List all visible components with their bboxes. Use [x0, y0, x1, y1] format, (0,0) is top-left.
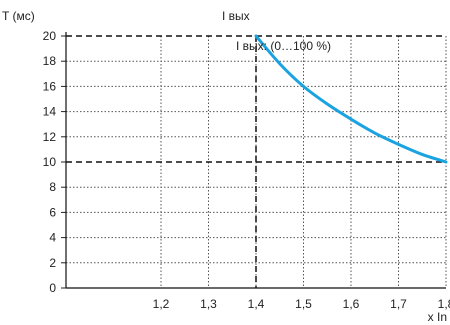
- y-tick-label: 4: [49, 231, 56, 245]
- y-tick-label: 8: [49, 180, 56, 194]
- series-line: [254, 34, 448, 164]
- series-layer: [254, 34, 448, 164]
- x-tick-label: 1,2: [153, 297, 170, 311]
- y-tick-label: 14: [43, 105, 57, 119]
- y-tick-label: 20: [43, 29, 57, 43]
- y-tick-label: 2: [49, 256, 56, 270]
- y-tick-label: 10: [43, 155, 57, 169]
- y-tick-label: 12: [43, 130, 57, 144]
- y-tick-label: 6: [49, 205, 56, 219]
- y-axis-title: T (мс): [2, 9, 35, 23]
- vertical-line-label: I вых: [222, 9, 250, 23]
- axes: [61, 32, 446, 289]
- y-tick-label: 0: [49, 281, 56, 295]
- x-tick-label: 1,4: [248, 297, 265, 311]
- annotation-range: I вых: (0…100 %): [236, 39, 331, 53]
- x-tick-label: 1,7: [390, 297, 407, 311]
- x-axis-title: x In: [428, 310, 447, 324]
- x-tick-label: 1,6: [343, 297, 360, 311]
- y-tick-label: 18: [43, 54, 57, 68]
- x-tick-label: 1,8: [438, 297, 450, 311]
- labels: T (мс) x In I вых I вых: (0…100 %) 1,2 1,…: [2, 9, 450, 324]
- x-tick-label: 1,5: [295, 297, 312, 311]
- y-tick-label: 16: [43, 79, 57, 93]
- x-tick-label: 1,3: [200, 297, 217, 311]
- reference-lines: [66, 35, 446, 288]
